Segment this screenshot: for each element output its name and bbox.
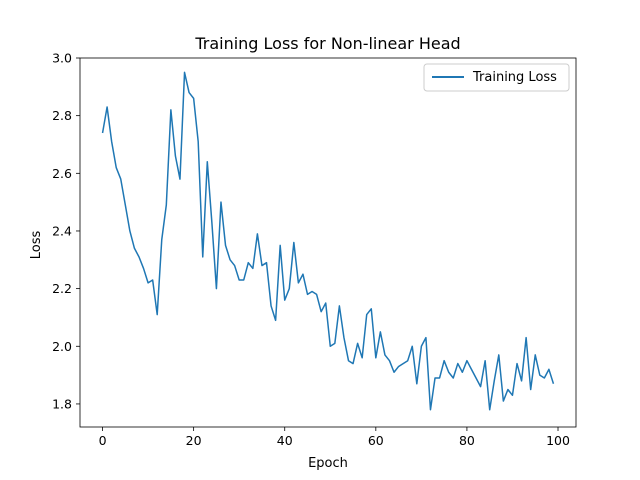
y-tick-label: 3.0 bbox=[52, 51, 72, 66]
x-tick-label: 100 bbox=[546, 433, 570, 448]
series-line-training-loss bbox=[101, 71, 555, 411]
y-tick-label: 2.6 bbox=[52, 166, 72, 181]
plot-frame bbox=[79, 57, 577, 428]
y-axis-label: Loss bbox=[29, 231, 44, 260]
legend: Training Loss bbox=[423, 63, 570, 92]
legend-label-training-loss: Training Loss bbox=[472, 70, 557, 85]
x-tick-label: 60 bbox=[368, 433, 384, 448]
y-tick-label: 1.8 bbox=[52, 396, 72, 411]
y-tick-label: 2.0 bbox=[52, 339, 72, 354]
plot-area bbox=[79, 57, 577, 428]
x-tick-label: 20 bbox=[186, 433, 202, 448]
y-tick-label: 2.2 bbox=[52, 281, 72, 296]
x-tick-label: 40 bbox=[277, 433, 293, 448]
legend-box bbox=[423, 63, 570, 92]
y-tick-label: 2.4 bbox=[52, 223, 72, 238]
chart-title: Training Loss for Non-linear Head bbox=[194, 34, 460, 53]
x-axis: 0 20 40 60 80 100 bbox=[99, 427, 570, 448]
x-tick-label: 0 bbox=[99, 433, 107, 448]
x-axis-label: Epoch bbox=[308, 456, 348, 471]
y-tick-label: 2.8 bbox=[52, 108, 72, 123]
x-tick-label: 80 bbox=[459, 433, 475, 448]
y-axis: 1.8 2.0 2.2 2.4 2.6 2.8 3.0 bbox=[52, 51, 80, 411]
